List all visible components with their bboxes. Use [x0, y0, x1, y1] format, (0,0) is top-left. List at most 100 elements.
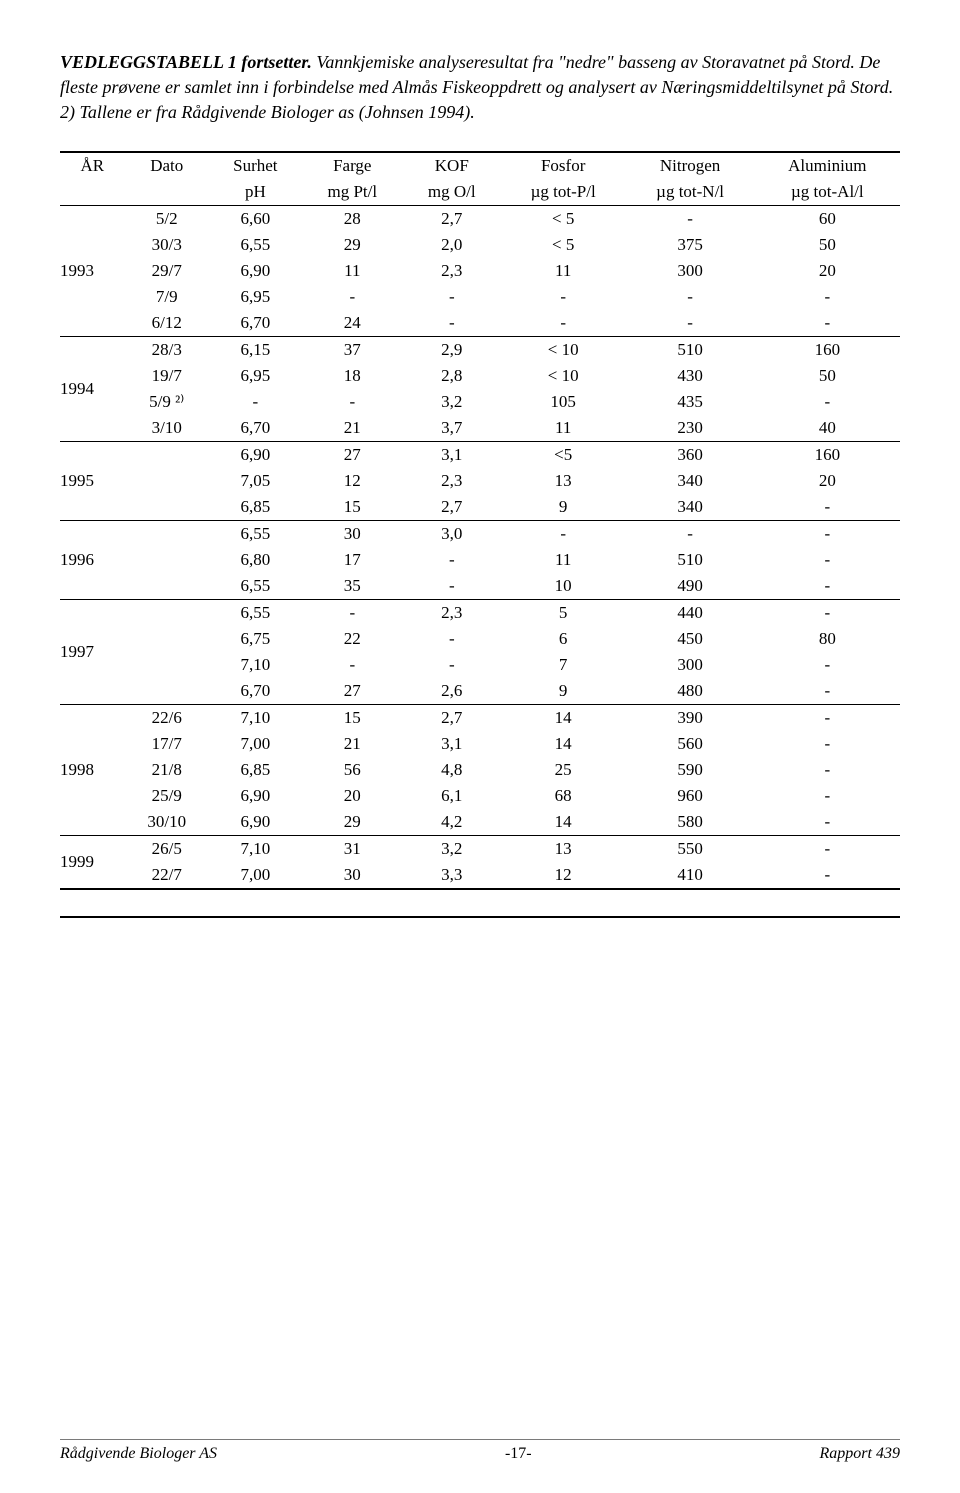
cell-farge: 12: [302, 468, 403, 494]
cell-aluminium: -: [755, 573, 900, 600]
cell-aluminium: -: [755, 652, 900, 678]
cell-kof: 2,3: [403, 468, 501, 494]
cell-fosfor: 13: [501, 468, 626, 494]
cell-dato: [125, 520, 209, 547]
cell-nitrogen: 590: [626, 757, 755, 783]
cell-ph: 6,15: [209, 336, 302, 363]
cell-farge: 21: [302, 731, 403, 757]
cell-farge: 20: [302, 783, 403, 809]
cell-kof: 2,8: [403, 363, 501, 389]
cell-dato: 3/10: [125, 415, 209, 442]
cell-farge: 27: [302, 678, 403, 705]
cell-nitrogen: 410: [626, 862, 755, 889]
cell-aluminium: -: [755, 862, 900, 889]
header-surhet: Surhet: [209, 152, 302, 179]
cell-ph: 6,60: [209, 205, 302, 232]
cell-ph: 6,55: [209, 232, 302, 258]
cell-ph: 6,70: [209, 415, 302, 442]
cell-fosfor: 25: [501, 757, 626, 783]
table-row: 29/76,90112,31130020: [60, 258, 900, 284]
cell-ph: 6,55: [209, 599, 302, 626]
cell-aluminium: -: [755, 731, 900, 757]
table-row: 25/96,90206,168960-: [60, 783, 900, 809]
cell-nitrogen: 340: [626, 494, 755, 521]
cell-fosfor: 6: [501, 626, 626, 652]
cell-kof: -: [403, 284, 501, 310]
cell-aluminium: -: [755, 599, 900, 626]
cell-dato: [125, 626, 209, 652]
cell-dato: 21/8: [125, 757, 209, 783]
cell-aluminium: -: [755, 284, 900, 310]
cell-ph: 6,55: [209, 520, 302, 547]
header-kof: KOF: [403, 152, 501, 179]
header-unit-ph: pH: [209, 179, 302, 206]
cell-nitrogen: 510: [626, 336, 755, 363]
cell-kof: -: [403, 652, 501, 678]
cell-aluminium: -: [755, 783, 900, 809]
cell-ph: 6,70: [209, 678, 302, 705]
footer-left: Rådgivende Biologer AS: [60, 1445, 217, 1463]
cell-farge: 56: [302, 757, 403, 783]
cell-nitrogen: 510: [626, 547, 755, 573]
cell-kof: 2,3: [403, 258, 501, 284]
table-row: 5/9 ²⁾--3,2105435-: [60, 389, 900, 415]
cell-farge: 30: [302, 862, 403, 889]
header-nitrogen: Nitrogen: [626, 152, 755, 179]
cell-kof: 2,7: [403, 704, 501, 731]
cell-dato: 5/9 ²⁾: [125, 389, 209, 415]
cell-dato: 30/3: [125, 232, 209, 258]
cell-farge: -: [302, 599, 403, 626]
year-cell: 1998: [60, 704, 125, 835]
header-row-1: ÅR Dato Surhet Farge KOF Fosfor Nitrogen…: [60, 152, 900, 179]
page-footer: Rådgivende Biologer AS -17- Rapport 439: [60, 1439, 900, 1463]
cell-fosfor: 14: [501, 809, 626, 836]
table-row: 30/36,55292,0< 537550: [60, 232, 900, 258]
cell-fosfor: -: [501, 520, 626, 547]
year-cell: 1994: [60, 336, 125, 441]
table-row: 19976,55-2,35440-: [60, 599, 900, 626]
cell-nitrogen: 340: [626, 468, 755, 494]
cell-fosfor: -: [501, 284, 626, 310]
table-row: 19935/26,60282,7< 5-60: [60, 205, 900, 232]
cell-fosfor: 14: [501, 704, 626, 731]
footer-center: -17-: [505, 1445, 532, 1463]
cell-nitrogen: 300: [626, 652, 755, 678]
cell-ph: 7,10: [209, 704, 302, 731]
cell-aluminium: 80: [755, 626, 900, 652]
cell-aluminium: -: [755, 757, 900, 783]
cell-nitrogen: 375: [626, 232, 755, 258]
cell-aluminium: -: [755, 310, 900, 337]
cell-farge: 21: [302, 415, 403, 442]
header-dato: Dato: [125, 152, 209, 179]
cell-farge: -: [302, 389, 403, 415]
header-unit-nitrogen: µg tot-N/l: [626, 179, 755, 206]
cell-aluminium: -: [755, 704, 900, 731]
cell-farge: 15: [302, 704, 403, 731]
cell-dato: [125, 468, 209, 494]
cell-farge: 29: [302, 232, 403, 258]
cell-nitrogen: 960: [626, 783, 755, 809]
table-row: 6/126,7024----: [60, 310, 900, 337]
cell-nitrogen: 230: [626, 415, 755, 442]
cell-farge: 35: [302, 573, 403, 600]
cell-fosfor: 14: [501, 731, 626, 757]
cell-dato: [125, 652, 209, 678]
cell-kof: 3,2: [403, 389, 501, 415]
cell-kof: -: [403, 310, 501, 337]
cell-kof: 3,1: [403, 731, 501, 757]
cell-ph: 7,00: [209, 862, 302, 889]
header-unit-aluminium: µg tot-Al/l: [755, 179, 900, 206]
table-row: 199428/36,15372,9< 10510160: [60, 336, 900, 363]
year-cell: 1996: [60, 520, 125, 599]
cell-farge: 22: [302, 626, 403, 652]
header-unit-dato: [125, 179, 209, 206]
cell-aluminium: 160: [755, 441, 900, 468]
table-row: 19956,90273,1<5360160: [60, 441, 900, 468]
cell-ph: 6,90: [209, 258, 302, 284]
cell-fosfor: 11: [501, 547, 626, 573]
cell-ph: 6,95: [209, 284, 302, 310]
cell-dato: [125, 573, 209, 600]
cell-dato: [125, 441, 209, 468]
header-row-2: pH mg Pt/l mg O/l µg tot-P/l µg tot-N/l …: [60, 179, 900, 206]
cell-ph: 6,95: [209, 363, 302, 389]
